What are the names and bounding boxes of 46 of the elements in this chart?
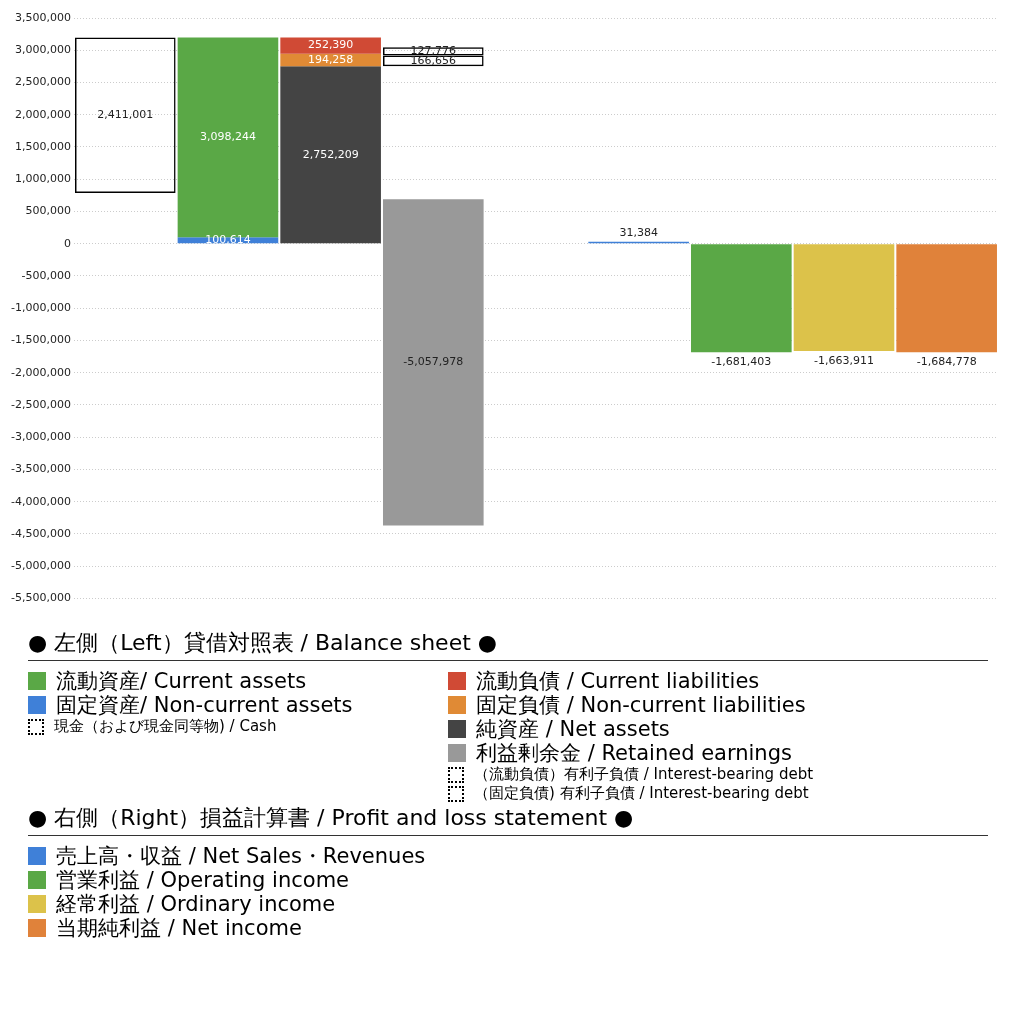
- data-label: 166,656: [410, 53, 457, 67]
- y-tick-label: -3,500,000: [11, 462, 71, 476]
- y-tick-label: -4,000,000: [11, 494, 71, 508]
- y-tick-label: -2,500,000: [11, 397, 71, 411]
- data-label: 194,258: [307, 52, 354, 66]
- y-tick-label: -500,000: [21, 268, 71, 282]
- y-tick-label: 2,500,000: [14, 75, 71, 89]
- data-label: 31,384: [619, 225, 658, 239]
- legend-label: 利益剰余金 / Retained earnings: [476, 741, 792, 765]
- legend-label: （固定負債) 有利子負債 / Interest-bearing debt: [474, 784, 809, 803]
- legend-label: 経常利益 / Ordinary income: [56, 892, 336, 916]
- legend-label: 売上高・収益 / Net Sales・Revenues: [56, 844, 426, 868]
- legend-label: 純資産 / Net assets: [476, 717, 670, 741]
- legend-label: 営業利益 / Operating income: [56, 868, 350, 892]
- y-tick-label: 1,500,000: [14, 139, 71, 153]
- text: ● 右側（Right）損益計算書 / Profit and loss statement ●: [28, 803, 988, 836]
- y-tick-label: 2,000,000: [14, 107, 71, 121]
- data-label: 2,411,001: [97, 108, 154, 122]
- y-tick-label: -1,500,000: [11, 333, 71, 347]
- y-tick-label: 3,000,000: [14, 43, 71, 57]
- legend-label: 当期純利益 / Net income: [56, 916, 302, 940]
- data-label: -1,681,403: [711, 355, 772, 368]
- legend-label: 流動負債 / Current liabilities: [476, 669, 760, 693]
- legend-label: 固定資産/ Non-current assets: [56, 693, 353, 717]
- y-tick-label: -2,000,000: [11, 365, 71, 379]
- text: ● 左側（Left）貸借対照表 / Balance sheet ●: [28, 628, 988, 661]
- data-label: 3,098,244: [199, 130, 256, 144]
- legend-label: 固定負債 / Non-current liabilities: [476, 693, 806, 717]
- y-tick-label: -4,500,000: [11, 526, 71, 540]
- y-tick-label: 0: [63, 236, 71, 250]
- data-label: 2,752,209: [302, 147, 359, 161]
- y-tick-label: 1,000,000: [14, 172, 71, 186]
- legend-label: （流動負債）有利子負債 / Interest-bearing debt: [474, 765, 814, 784]
- y-tick-label: -5,500,000: [11, 591, 71, 605]
- y-tick-label: 3,500,000: [14, 10, 71, 24]
- y-tick-label: -1,000,000: [11, 301, 71, 315]
- legend-label: 流動資産/ Current assets: [56, 669, 307, 693]
- data-label: 100,614: [205, 233, 251, 247]
- y-tick-label: -5,000,000: [11, 559, 71, 573]
- y-tick-label: -3,000,000: [11, 430, 71, 444]
- data-label: -1,684,778: [916, 355, 977, 369]
- legend-label: 現金（および現金同等物) / Cash: [54, 717, 277, 736]
- data-label: 252,390: [307, 38, 354, 52]
- data-label: -1,663,911: [814, 353, 874, 367]
- data-label: -5,057,978: [403, 355, 464, 369]
- y-tick-label: 500,000: [25, 204, 71, 218]
